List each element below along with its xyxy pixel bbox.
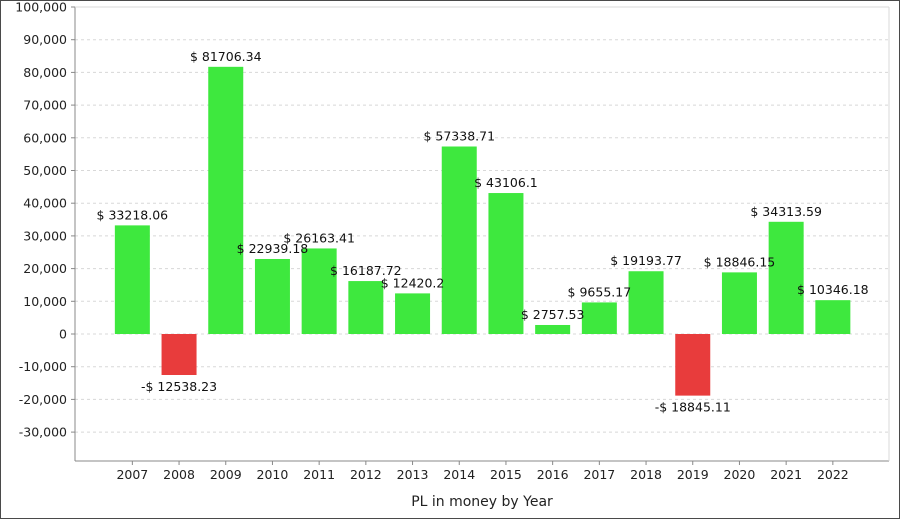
- x-tick-label-2009: 2009: [210, 467, 242, 482]
- bar-2020: [721, 272, 757, 334]
- data-label-2014: $ 57338.71: [423, 129, 495, 144]
- bar-2011: [301, 248, 337, 334]
- axes: [74, 6, 890, 462]
- data-label-2010: $ 22939.18: [237, 241, 309, 256]
- x-tick-label-2012: 2012: [350, 467, 382, 482]
- y-tick-label: 50,000: [23, 163, 67, 178]
- y-tick-label: -20,000: [19, 392, 67, 407]
- bar-2007: [114, 225, 150, 334]
- x-tick-label-2015: 2015: [490, 467, 522, 482]
- y-tick-label: -10,000: [19, 359, 67, 374]
- x-tick-label-2021: 2021: [770, 467, 802, 482]
- x-tick-label-2016: 2016: [537, 467, 569, 482]
- bar-2017: [581, 302, 617, 334]
- bar-2012: [348, 281, 384, 334]
- bar-2014: [441, 146, 477, 334]
- bar-2010: [254, 258, 290, 334]
- data-label-2007: $ 33218.06: [97, 207, 169, 222]
- data-label-2021: $ 34313.59: [750, 204, 822, 219]
- y-tick-label: 30,000: [23, 228, 67, 243]
- x-tick-label-2008: 2008: [163, 467, 195, 482]
- bar-2019: [675, 334, 711, 396]
- data-label-2012: $ 16187.72: [330, 263, 402, 278]
- x-tick-label-2013: 2013: [397, 467, 429, 482]
- x-tick-label-2022: 2022: [817, 467, 849, 482]
- y-tick-label: 80,000: [23, 65, 67, 80]
- data-label-2011: $ 26163.41: [283, 230, 355, 245]
- y-tick-label: 100,000: [15, 1, 67, 15]
- x-tick-label-2010: 2010: [257, 467, 289, 482]
- y-tick-label: -30,000: [19, 425, 67, 440]
- data-label-2018: $ 19193.77: [610, 253, 682, 268]
- bar-2015: [488, 193, 524, 334]
- y-tick-label: 20,000: [23, 261, 67, 276]
- data-label-2013: $ 12420.2: [381, 275, 445, 290]
- y-tick-label: 60,000: [23, 130, 67, 145]
- x-tick-label-2018: 2018: [630, 467, 662, 482]
- y-axis-ticks: 100,000 90,000 80,000 70,000 60,000 50,000 40,…: [15, 1, 75, 440]
- bar-2013: [395, 293, 431, 334]
- data-label-2009: $ 81706.34: [190, 49, 262, 64]
- bar-2009: [208, 66, 244, 335]
- x-axis-title: PL in money by Year: [411, 494, 553, 510]
- bar-2008: [161, 334, 197, 375]
- bars: [114, 66, 851, 396]
- x-tick-label-2007: 2007: [116, 467, 148, 482]
- x-tick-label-2017: 2017: [583, 467, 615, 482]
- bar-2021: [768, 221, 804, 334]
- bar-2016: [535, 324, 571, 334]
- data-labels: $ 33218.06 -$ 12538.23 $ 81706.34 $ 22939.1…: [97, 49, 869, 415]
- bar-2018: [628, 271, 664, 334]
- data-label-2016: $ 2757.53: [521, 307, 585, 322]
- y-tick-label: 70,000: [23, 98, 67, 113]
- data-label-2020: $ 18846.15: [704, 254, 776, 269]
- data-label-2017: $ 9655.17: [568, 284, 632, 299]
- data-label-2019: -$ 18845.11: [655, 400, 731, 415]
- data-label-2015: $ 43106.1: [474, 175, 538, 190]
- y-tick-label: 0: [59, 327, 67, 342]
- bar-2022: [815, 300, 851, 334]
- y-tick-label: 40,000: [23, 196, 67, 211]
- data-label-2022: $ 10346.18: [797, 282, 869, 297]
- y-tick-label: 10,000: [23, 294, 67, 309]
- x-tick-label-2011: 2011: [303, 467, 335, 482]
- data-label-2008: -$ 12538.23: [141, 379, 217, 394]
- x-axis-ticks: 2007 2008 2009 2010 2011 2012 2013 2014 2015 2016…: [116, 461, 849, 482]
- x-tick-label-2019: 2019: [677, 467, 709, 482]
- y-tick-label: 90,000: [23, 32, 67, 47]
- x-tick-label-2020: 2020: [724, 467, 756, 482]
- x-tick-label-2014: 2014: [443, 467, 475, 482]
